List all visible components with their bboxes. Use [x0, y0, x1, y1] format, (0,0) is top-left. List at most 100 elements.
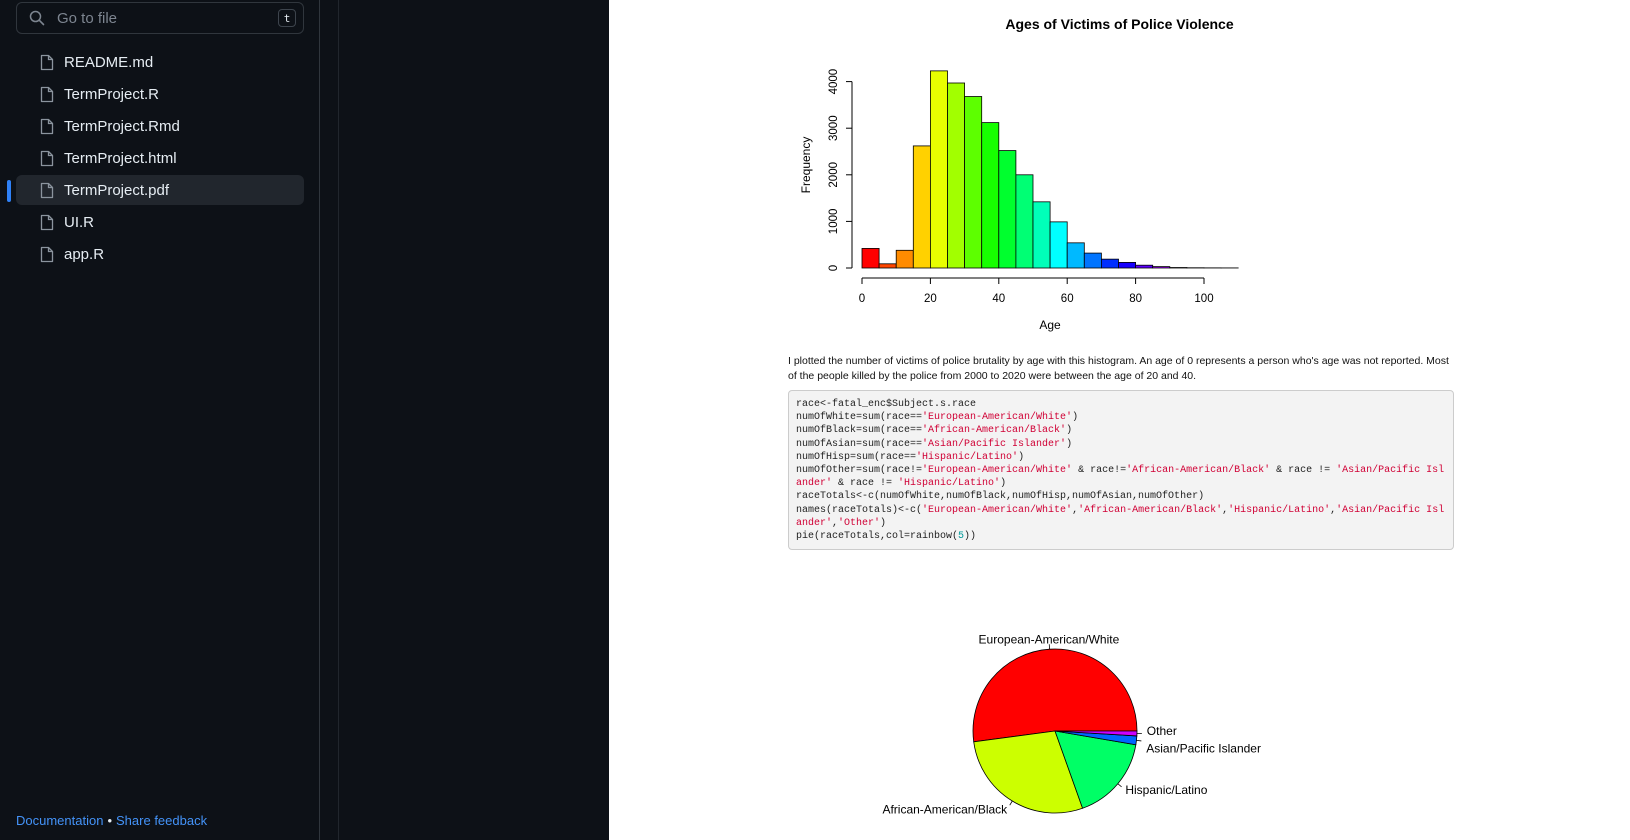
code-token: ): [1066, 425, 1073, 437]
x-tick-label: 0: [859, 293, 865, 305]
file-item[interactable]: app.R: [16, 239, 304, 269]
search-input[interactable]: [55, 8, 278, 28]
code-token: ,: [1330, 504, 1337, 516]
pie-label-leader: [1136, 739, 1142, 742]
code-token: ): [1000, 478, 1007, 490]
file-icon: [40, 117, 56, 135]
file-list: README.md TermProject.R TermProject.Rmd Ter…: [7, 47, 304, 271]
code-token: 'European-American/White': [922, 504, 1073, 516]
code-token: pie(raceTotals,col=rainbow(: [796, 531, 959, 543]
file-item[interactable]: README.md: [16, 47, 304, 77]
y-tick-label: 1000: [828, 209, 840, 235]
file-tree-sidebar: t README.md TermProject.R TermProject.Rmd T…: [0, 0, 320, 840]
code-token: names(raceTotals)<-c(: [796, 504, 923, 516]
share-feedback-link[interactable]: Share feedback: [116, 813, 208, 828]
shortcut-key-badge: t: [278, 9, 296, 27]
code-line: raceTotals<-c(numOfWhite,numOfBlack,numO…: [796, 490, 1446, 503]
go-to-file-search[interactable]: t: [16, 2, 304, 34]
file-icon: [40, 85, 56, 103]
file-name: TermProject.Rmd: [64, 117, 180, 135]
pie-label-leader: [1117, 783, 1122, 788]
footer-separator: •: [107, 813, 113, 828]
documentation-link[interactable]: Documentation: [16, 813, 104, 828]
x-axis-title: Age: [1039, 318, 1061, 332]
y-axis: 0 1000 2000 3000 4000: [828, 69, 853, 271]
pie-label-leader: [1009, 800, 1013, 806]
code-token: numOfOther=sum(race!=: [796, 465, 923, 477]
pie-slice-label: Asian/Pacific Islander: [1146, 741, 1261, 755]
x-tick-label: 20: [924, 293, 937, 305]
file-name: UI.R: [64, 213, 94, 231]
code-token: 'African-American/Black': [922, 425, 1067, 437]
file-name: README.md: [64, 53, 154, 71]
code-token: 'Other': [838, 517, 881, 529]
race-pie-chart: European-American/White African-American/…: [882, 632, 1261, 816]
y-tick-label: 0: [828, 265, 840, 271]
code-line: numOfAsian=sum(race=='Asian/Pacific Isla…: [796, 438, 1446, 451]
pie-slice: [1054, 730, 1137, 809]
code-line: names(raceTotals)<-c('European-American/…: [796, 504, 1446, 530]
code-token: 'European-American/White': [922, 412, 1073, 424]
code-token: 'Asian/Pacific Islander': [796, 465, 1445, 490]
x-tick-label: 40: [992, 293, 1005, 305]
pie-slice-label: Hispanic/Latino: [1125, 783, 1207, 797]
code-token: race<-fatal_enc$Subject.s.race: [796, 399, 977, 410]
file-name: TermProject.R: [64, 85, 160, 103]
code-token: ,: [1072, 504, 1079, 516]
pie-slice: [973, 730, 1084, 814]
file-item[interactable]: UI.R: [16, 207, 304, 237]
code-token: )): [964, 531, 977, 543]
pdf-document-page: 0 20 40 60 80 100 Age 0 1000 2000 3000 4000 Frequenc…: [609, 0, 1630, 840]
file-viewer-margin: [338, 0, 610, 840]
code-line: numOfBlack=sum(race=='African-American/B…: [796, 424, 1446, 437]
code-token: raceTotals<-c(numOfWhite,numOfBlack,numO…: [796, 491, 1205, 503]
code-token: ): [880, 517, 887, 529]
code-token: 'Asian/Pacific Islander': [922, 438, 1067, 450]
code-token: ,: [832, 517, 839, 529]
histogram-description: I plotted the number of victims of polic…: [788, 355, 1449, 382]
y-tick-label: 2000: [828, 162, 840, 188]
x-tick-label: 60: [1061, 293, 1074, 305]
histogram-chart: 0 20 40 60 80 100 Age 0 1000 2000 3000 4000 Frequenc…: [799, 69, 1239, 332]
code-token: ): [1018, 451, 1025, 463]
file-icon: [40, 53, 56, 71]
code-token: ,: [1222, 504, 1229, 516]
code-token: 'Asian/Pacific Islander': [796, 504, 1445, 529]
file-icon: [40, 213, 56, 231]
y-tick-label: 3000: [828, 115, 840, 141]
file-item[interactable]: TermProject.R: [16, 79, 304, 109]
active-indicator: [7, 180, 11, 202]
code-token: 5: [958, 531, 965, 543]
file-name: app.R: [64, 245, 105, 263]
r-code-block: race<-fatal_enc$Subject.s.race numOfWhite…: [788, 390, 1454, 550]
y-axis-title: Frequency: [799, 137, 813, 194]
x-tick-label: 80: [1129, 293, 1142, 305]
code-token: & race!=: [1072, 465, 1127, 477]
code-token: 'Hispanic/Latino': [1228, 504, 1331, 516]
histogram-title: Ages of Victims of Police Violence: [1005, 16, 1234, 32]
file-name: TermProject.html: [64, 149, 177, 167]
code-token: numOfAsian=sum(race==: [796, 438, 923, 450]
x-tick-label: 100: [1194, 293, 1213, 305]
file-item[interactable]: TermProject.html: [16, 143, 304, 173]
code-token: numOfHisp=sum(race==: [796, 451, 917, 463]
code-token: 'European-American/White': [922, 465, 1073, 477]
pie-slice: [972, 648, 1138, 743]
code-token: numOfWhite=sum(race==: [796, 412, 923, 424]
code-token: 'Hispanic/Latino': [898, 478, 1001, 490]
file-icon: [40, 149, 56, 167]
code-line: race<-fatal_enc$Subject.s.race: [796, 398, 1446, 411]
sidebar-footer: Documentation • Share feedback: [16, 813, 207, 828]
file-icon: [40, 245, 56, 263]
code-line: numOfOther=sum(race!='European-American/…: [796, 464, 1446, 490]
file-item[interactable]: TermProject.Rmd: [16, 111, 304, 141]
histogram-bar: [861, 248, 880, 269]
file-item[interactable]: TermProject.pdf: [7, 175, 304, 205]
code-token: & race !=: [832, 478, 899, 490]
code-token: 'Hispanic/Latino': [916, 451, 1019, 463]
pie-slice-label: European-American/White: [979, 632, 1120, 646]
code-line: pie(raceTotals,col=rainbow(5)): [796, 530, 1446, 543]
code-line: numOfWhite=sum(race=='European-American/…: [796, 411, 1446, 424]
search-icon: [29, 9, 47, 27]
code-token: 'African-American/Black': [1078, 504, 1223, 516]
